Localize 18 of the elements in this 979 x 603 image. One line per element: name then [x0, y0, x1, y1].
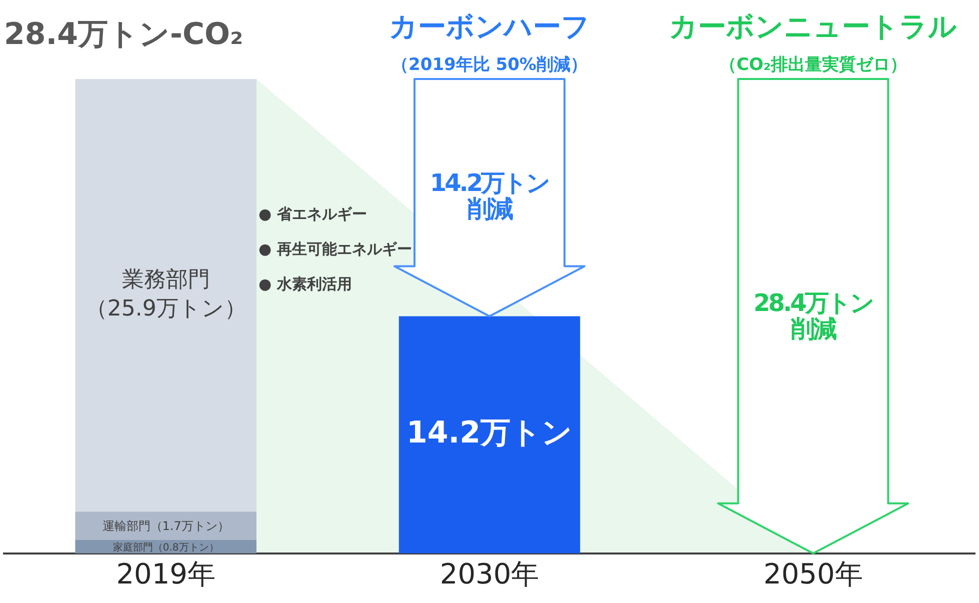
- x-tick-label: 2019年: [116, 557, 216, 590]
- annotation: 14.2万トン削減: [428, 169, 550, 224]
- annotation: ● 再生可能エネルギー: [258, 240, 412, 259]
- annotation: 28.4万トン削減: [752, 289, 874, 344]
- chart-title: 28.4万トン-CO₂: [4, 16, 244, 52]
- annotation: ● 水素利活用: [258, 275, 353, 294]
- text: 運輸部門（1.7万トン）: [102, 518, 230, 533]
- series-label: 業務部門: [122, 268, 210, 293]
- data-label: （25.9万トン）: [85, 296, 246, 322]
- x-tick-label: 2050年: [764, 557, 863, 590]
- annotation: ● 省エネルギー: [258, 205, 368, 224]
- text: （2019年比 50%削減）: [392, 55, 588, 75]
- data-label: 14.2万トン: [406, 416, 573, 451]
- x-tick-label: 2030年: [440, 557, 540, 590]
- text: 家庭部門（0.8万トン）: [112, 542, 219, 554]
- text: カーボンニュートラル: [669, 10, 958, 43]
- text: （CO₂排出量実質ゼロ）: [719, 55, 907, 75]
- text: カーボンハーフ: [389, 10, 590, 43]
